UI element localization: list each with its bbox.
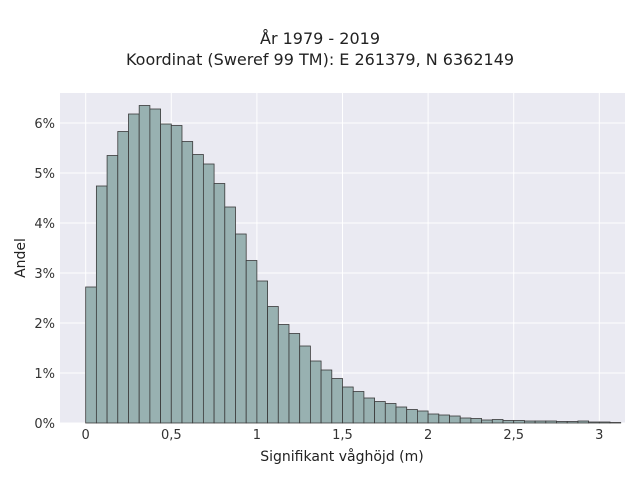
histogram-bar (106, 155, 119, 424)
histogram-bar (213, 183, 226, 424)
y-tick-label: 0% (34, 417, 55, 432)
y-tick-label: 3% (34, 267, 55, 282)
histogram-bar (491, 419, 504, 424)
histogram-bar (128, 113, 140, 424)
histogram-bar (513, 420, 525, 424)
histogram-bar (192, 154, 204, 424)
histogram-bar (352, 391, 365, 424)
histogram-bar (288, 333, 301, 424)
y-axis-label: Andel (13, 238, 29, 278)
histogram-bar (588, 421, 600, 424)
histogram-bar (149, 108, 161, 424)
histogram-bar (331, 378, 343, 424)
x-tick-label: 1,5 (332, 428, 353, 443)
histogram-bar (374, 401, 386, 424)
histogram-bar (502, 420, 515, 424)
histogram-bar (277, 324, 290, 424)
histogram-bar (309, 360, 322, 424)
x-tick-label: 0 (82, 428, 90, 443)
histogram-bar (577, 420, 590, 424)
histogram-bar (95, 185, 108, 424)
histogram-bar (181, 141, 194, 424)
y-tick-label: 1% (34, 367, 55, 382)
histogram-bar (85, 286, 97, 424)
y-tick-label: 6% (34, 117, 55, 132)
x-axis-ticks: 0 0,5 1 1,5 2 2,5 3 (82, 428, 604, 443)
histogram-bar (449, 415, 461, 424)
histogram-bar (459, 417, 472, 424)
histogram-bar (235, 233, 247, 424)
histogram-bar (170, 125, 183, 424)
chart-subtitle: Koordinat (Sweref 99 TM): E 261379, N 63… (125, 50, 515, 69)
x-tick-label: 2,5 (503, 428, 524, 443)
histogram-bar (342, 386, 354, 424)
histogram-bar (299, 345, 311, 424)
y-axis-ticks: 0% 1% 2% 3% 4% 5% 6% (34, 117, 55, 432)
x-tick-label: 1 (253, 428, 261, 443)
histogram-bar (202, 163, 215, 424)
x-tick-label: 0,5 (161, 428, 182, 443)
histogram-bar (267, 306, 279, 424)
y-tick-label: 4% (34, 217, 55, 232)
x-tick-label: 2 (424, 428, 432, 443)
histogram-bar (117, 131, 129, 424)
histogram-bar (363, 397, 376, 424)
histogram-bar (256, 280, 268, 424)
histogram-bar (609, 422, 622, 424)
x-axis-label: Signifikant våghöjd (m) (260, 448, 423, 465)
histogram-bar (384, 403, 397, 424)
histogram-bar (395, 406, 408, 424)
histogram-bar (545, 420, 557, 424)
histogram-bar (534, 420, 547, 424)
histogram-bar (438, 414, 450, 424)
histogram-bar (470, 418, 483, 424)
histogram-bar (417, 410, 429, 424)
y-tick-label: 5% (34, 167, 55, 182)
histogram-bars (85, 105, 622, 424)
histogram-bar (598, 421, 611, 424)
histogram-bar (224, 206, 236, 424)
histogram-bar (138, 105, 151, 424)
y-tick-label: 2% (34, 317, 55, 332)
histogram-bar (556, 421, 568, 424)
histogram-bar (524, 420, 536, 424)
histogram-bar (481, 419, 493, 424)
histogram-bar (427, 413, 440, 424)
histogram-bar (160, 123, 172, 424)
histogram-bar (406, 409, 418, 424)
histogram-bar (245, 260, 258, 424)
histogram-bar (320, 369, 333, 424)
chart-title: År 1979 - 2019 (260, 29, 380, 48)
histogram-bar (566, 421, 579, 424)
x-tick-label: 3 (595, 428, 603, 443)
